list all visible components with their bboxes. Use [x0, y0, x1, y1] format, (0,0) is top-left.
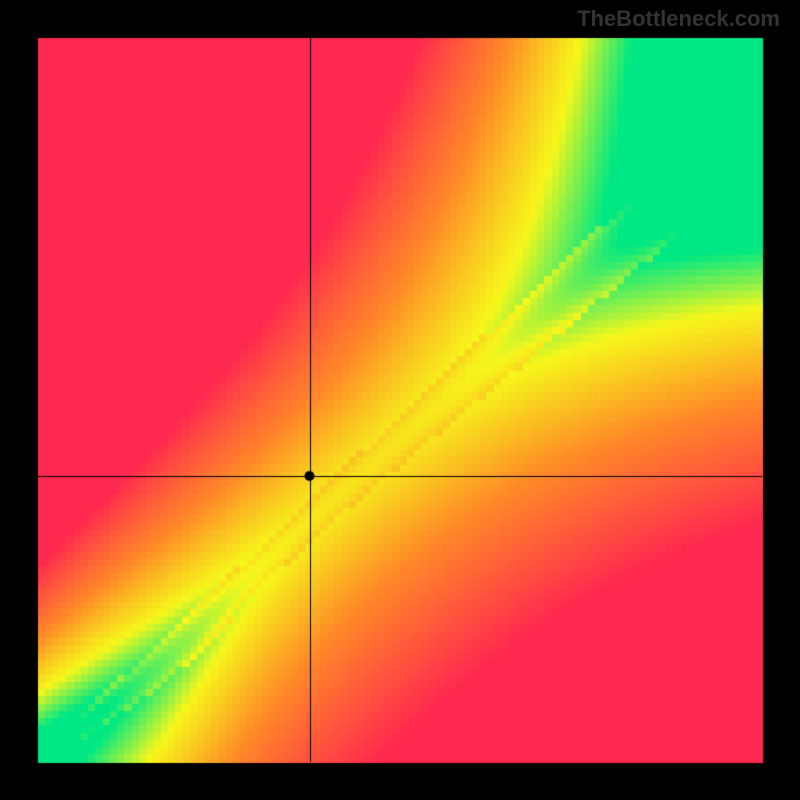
bottleneck-heatmap — [0, 0, 800, 800]
watermark-text: TheBottleneck.com — [577, 6, 780, 32]
